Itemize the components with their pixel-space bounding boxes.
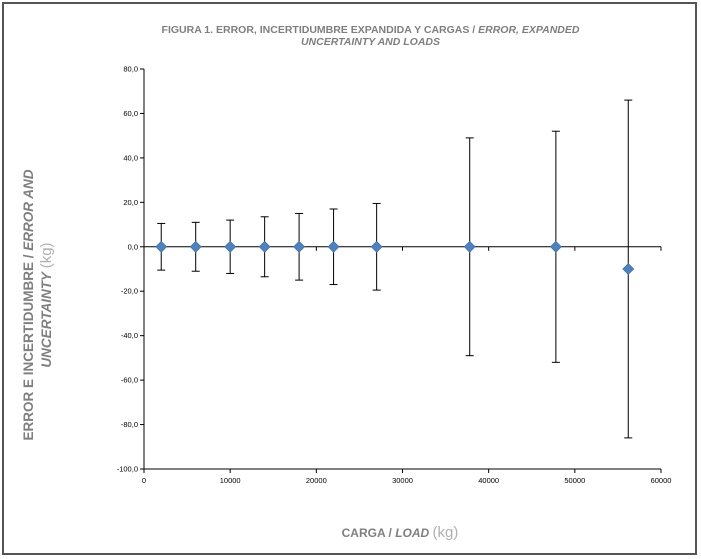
data-point-marker: [549, 240, 562, 253]
x-axis-label-en: LOAD: [395, 526, 430, 540]
x-tick-label: 0: [142, 476, 146, 485]
y-tick-label: -20,0: [121, 287, 138, 296]
y-tick-label: 20,0: [123, 198, 138, 207]
y-tick-label: 0,0: [128, 242, 138, 251]
data-point-marker: [622, 263, 635, 275]
y-tick-label: 60,0: [123, 109, 138, 118]
data-point-marker: [224, 240, 237, 253]
x-axis-label-es: CARGA /: [341, 526, 392, 540]
x-tick-label: 60000: [651, 476, 672, 485]
x-tick-label: 30000: [392, 476, 413, 485]
chart-title: FIGURA 1. ERROR, INCERTIDUMBRE EXPANDIDA…: [60, 24, 681, 48]
data-point-marker: [189, 240, 202, 253]
y-tick-label: 40,0: [123, 153, 138, 162]
x-tick-label: 20000: [306, 476, 327, 485]
x-tick-label: 50000: [564, 476, 585, 485]
y-tick-label: -100,0: [117, 465, 138, 474]
data-point-marker: [293, 240, 306, 253]
data-point-marker: [155, 240, 168, 253]
x-tick-label: 10000: [220, 476, 241, 485]
chart-title-en-2: UNCERTAINTY AND LOADS: [300, 36, 441, 48]
chart-title-en-1: ERROR, EXPANDED: [478, 24, 580, 36]
data-point-marker: [370, 240, 383, 253]
y-tick-label: -80,0: [121, 420, 138, 429]
data-point-marker: [327, 240, 340, 253]
chart-title-line-1: FIGURA 1. ERROR, INCERTIDUMBRE EXPANDIDA…: [60, 24, 681, 36]
x-axis-label: CARGA / LOAD (kg): [140, 524, 660, 541]
y-tick-label: -60,0: [121, 376, 138, 385]
y-tick-label: -40,0: [121, 331, 138, 340]
x-tick-label: 40000: [478, 476, 499, 485]
x-axis-unit: (kg): [432, 524, 459, 541]
y-tick-label: 80,0: [123, 65, 138, 74]
data-point-marker: [258, 240, 271, 253]
chart-title-es: FIGURA 1. ERROR, INCERTIDUMBRE EXPANDIDA…: [161, 24, 476, 36]
data-point-marker: [463, 240, 476, 253]
